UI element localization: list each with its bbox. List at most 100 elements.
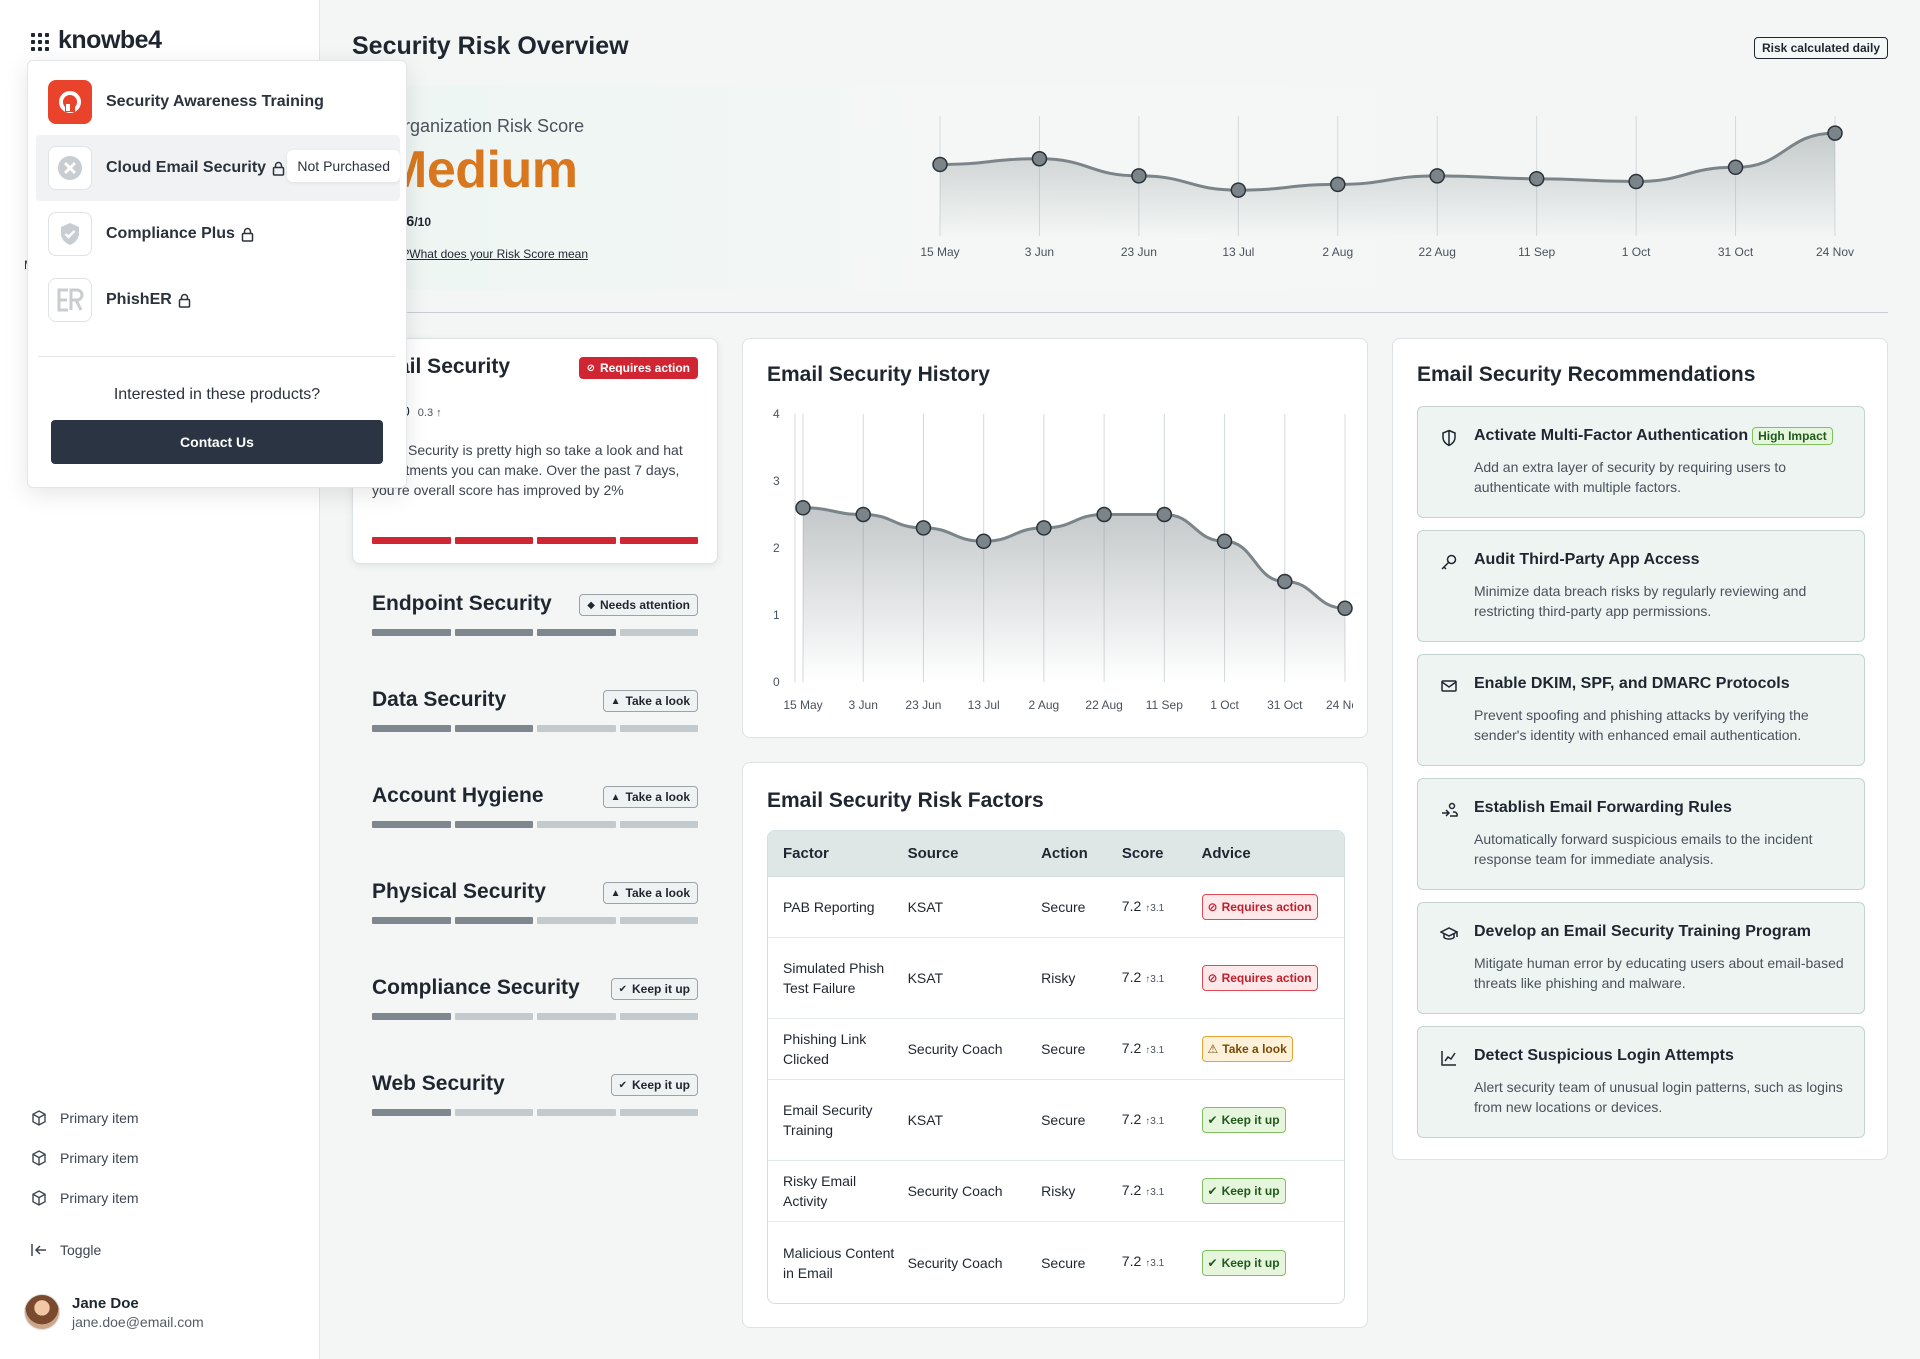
risk-category-endpoint-security[interactable]: Endpoint Security ◆ Needs attention	[372, 592, 698, 652]
avatar	[24, 1294, 60, 1330]
recommendation-item[interactable]: Activate Multi-Factor Authentication High…	[1417, 406, 1865, 518]
table-row[interactable]: PAB Reporting KSAT Secure 7.2 ↑3.1 ⊘ Requires …	[768, 877, 1344, 938]
table-row[interactable]: Phishing Link Clicked Security Coach Secur…	[768, 1019, 1344, 1080]
advice-badge: ✔ Keep it up	[1201, 1178, 1286, 1204]
product-item-phisher[interactable]: PhishER	[36, 267, 400, 333]
sidebar-item[interactable]: Primary item	[30, 1138, 139, 1178]
source-cell: KSAT	[907, 970, 944, 986]
data-point[interactable]	[1036, 520, 1052, 536]
data-point[interactable]	[1528, 170, 1545, 187]
risk-bar-segment	[537, 725, 616, 732]
score-value: 7.2	[1121, 1181, 1142, 1198]
data-point[interactable]	[1330, 176, 1346, 193]
column-header[interactable]: Factor	[783, 845, 829, 862]
data-point[interactable]	[1337, 600, 1353, 617]
warning-icon: ▲	[610, 695, 621, 707]
data-point[interactable]	[975, 533, 992, 550]
column-header[interactable]: Advice	[1201, 845, 1251, 862]
status-badge: ▲ Take a look	[602, 690, 698, 712]
data-point[interactable]	[855, 506, 871, 523]
mail-icon	[1441, 680, 1457, 692]
product-item-sat[interactable]: Security Awareness Training	[36, 69, 400, 135]
risk-bar-segment	[537, 821, 616, 828]
recommendation-description: Prevent spoofing and phishing attacks by…	[1474, 707, 1809, 743]
arrow-up-icon: ↑	[1145, 902, 1151, 914]
data-point[interactable]	[932, 156, 948, 173]
brand-logo[interactable]: knowbe4	[28, 26, 162, 55]
data-point[interactable]	[1277, 573, 1293, 590]
risk-bar-segment	[619, 821, 698, 828]
recommendation-item[interactable]: Detect Suspicious Login Attempts Alert se…	[1417, 1026, 1865, 1138]
recommendation-item[interactable]: Audit Third-Party App Access Minimize dat…	[1417, 530, 1865, 642]
user-profile[interactable]: Jane Doe jane.doe@email.com	[24, 1294, 204, 1330]
risk-factors-card: Email Security Risk Factors Factor Sourc…	[742, 762, 1368, 1328]
data-point[interactable]	[1628, 173, 1644, 190]
column-header[interactable]: Source	[907, 845, 959, 862]
advice-cell: ⚠ Take a look	[1201, 1036, 1344, 1062]
risk-bar-segment	[537, 1109, 616, 1116]
data-point[interactable]	[1156, 506, 1173, 523]
category-name: Physical Security	[372, 880, 546, 903]
risk-category-data-security[interactable]: Data Security ▲ Take a look	[372, 688, 698, 748]
risk-category-account-hygiene[interactable]: Account Hygiene ▲ Take a look	[372, 784, 698, 844]
app-grid-icon[interactable]	[28, 30, 50, 52]
forward-icon	[1442, 802, 1458, 817]
recommendation-item[interactable]: Enable DKIM, SPF, and DMARC Protocols Pre…	[1417, 654, 1865, 766]
recommendation-item[interactable]: Establish Email Forwarding Rules Automati…	[1417, 778, 1865, 890]
risk-category-physical-security[interactable]: Physical Security ▲ Take a look	[372, 880, 698, 940]
data-point[interactable]	[1827, 125, 1843, 141]
sidebar-item[interactable]: Primary item	[30, 1178, 139, 1218]
page-title: Security Risk Overview	[352, 32, 629, 60]
contact-us-button[interactable]: Contact Us	[51, 420, 383, 464]
recommendation-item[interactable]: Develop an Email Security Training Progr…	[1417, 902, 1865, 1014]
shield-check-icon: ✔	[618, 983, 627, 995]
risk-level-bars	[372, 629, 698, 636]
area-fill	[803, 507, 1345, 682]
table-row[interactable]: Malicious Content in Email Security Coach…	[768, 1222, 1344, 1303]
risk-bar-segment	[372, 537, 451, 544]
score-value: 7.2	[1121, 968, 1142, 985]
data-point[interactable]	[795, 500, 811, 516]
x-tick-label: 15 May	[783, 698, 822, 712]
table-row[interactable]: Email Security Training KSAT Secure 7.2 ↑3.1…	[768, 1080, 1344, 1161]
sidebar-item[interactable]: Primary item	[30, 1098, 139, 1138]
advice-cell: ✔ Keep it up	[1201, 1178, 1344, 1204]
category-name: Data Security	[372, 688, 507, 711]
risk-bar-segment	[454, 1109, 533, 1116]
data-point[interactable]	[1031, 151, 1048, 167]
data-point[interactable]	[1230, 182, 1247, 198]
risk-category-email-security[interactable]: ail Security ⊘ Requires action	[372, 355, 698, 544]
sidebar-item-label: Primary item	[60, 1110, 139, 1126]
risk-score-help-link[interactable]: What does your Risk Score mean?	[404, 247, 588, 261]
score-cell: 7.2 ↑3.1	[1122, 1251, 1202, 1274]
x-tick-label: 23 Jun	[905, 698, 941, 712]
risk-category-compliance-security[interactable]: Compliance Security ✔ Keep it up	[372, 976, 698, 1036]
sidebar-toggle[interactable]: Toggle	[30, 1235, 101, 1265]
risk-bar-segment	[372, 629, 451, 636]
risk-level-bars	[372, 1109, 698, 1116]
column-header[interactable]: Action	[1041, 845, 1088, 862]
data-point[interactable]	[1727, 159, 1744, 176]
data-point[interactable]	[1429, 168, 1445, 184]
history-title: Email Security History	[767, 363, 990, 386]
status-badge-label: Take a look	[625, 886, 690, 900]
compliance-shield-icon	[48, 212, 92, 256]
table-row[interactable]: Risky Email Activity Security Coach Risky 7…	[768, 1161, 1344, 1222]
blocked-icon: ⊘	[586, 362, 595, 374]
risk-category-web-security[interactable]: Web Security ✔ Keep it up	[372, 1072, 698, 1132]
product-item-compliance[interactable]: Compliance Plus	[36, 201, 400, 267]
status-badge: ✔ Keep it up	[610, 1074, 698, 1096]
data-point[interactable]	[1096, 506, 1112, 523]
product-item-cloud-email[interactable]: Cloud Email Security Not Purchased	[36, 135, 400, 201]
status-badge: ▲ Take a look	[602, 786, 698, 808]
risk-factors-title: Email Security Risk Factors	[767, 789, 1044, 812]
status-badge: ▲ Take a look	[602, 882, 698, 904]
data-point[interactable]	[1216, 533, 1233, 550]
data-point[interactable]	[1131, 168, 1147, 184]
data-point[interactable]	[915, 520, 932, 536]
action-cell: Secure	[1041, 1041, 1086, 1057]
column-header[interactable]: Score	[1121, 845, 1164, 862]
table-row[interactable]: Simulated Phish Test Failure KSAT Risky 7.2…	[768, 938, 1344, 1019]
action-cell: Secure	[1041, 899, 1086, 915]
risk-score-value: 6/10	[406, 213, 431, 230]
